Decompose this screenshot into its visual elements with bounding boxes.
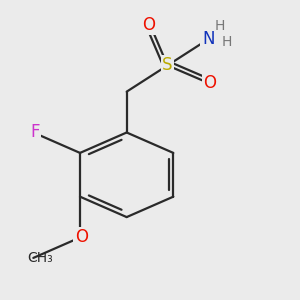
Text: S: S (162, 56, 173, 74)
Text: N: N (202, 30, 214, 48)
Text: CH₃: CH₃ (28, 251, 53, 265)
Text: O: O (75, 229, 88, 247)
Text: F: F (30, 124, 40, 142)
Text: H: H (222, 35, 232, 49)
Text: O: O (142, 16, 155, 34)
Text: H: H (215, 19, 225, 33)
Text: O: O (203, 74, 216, 92)
